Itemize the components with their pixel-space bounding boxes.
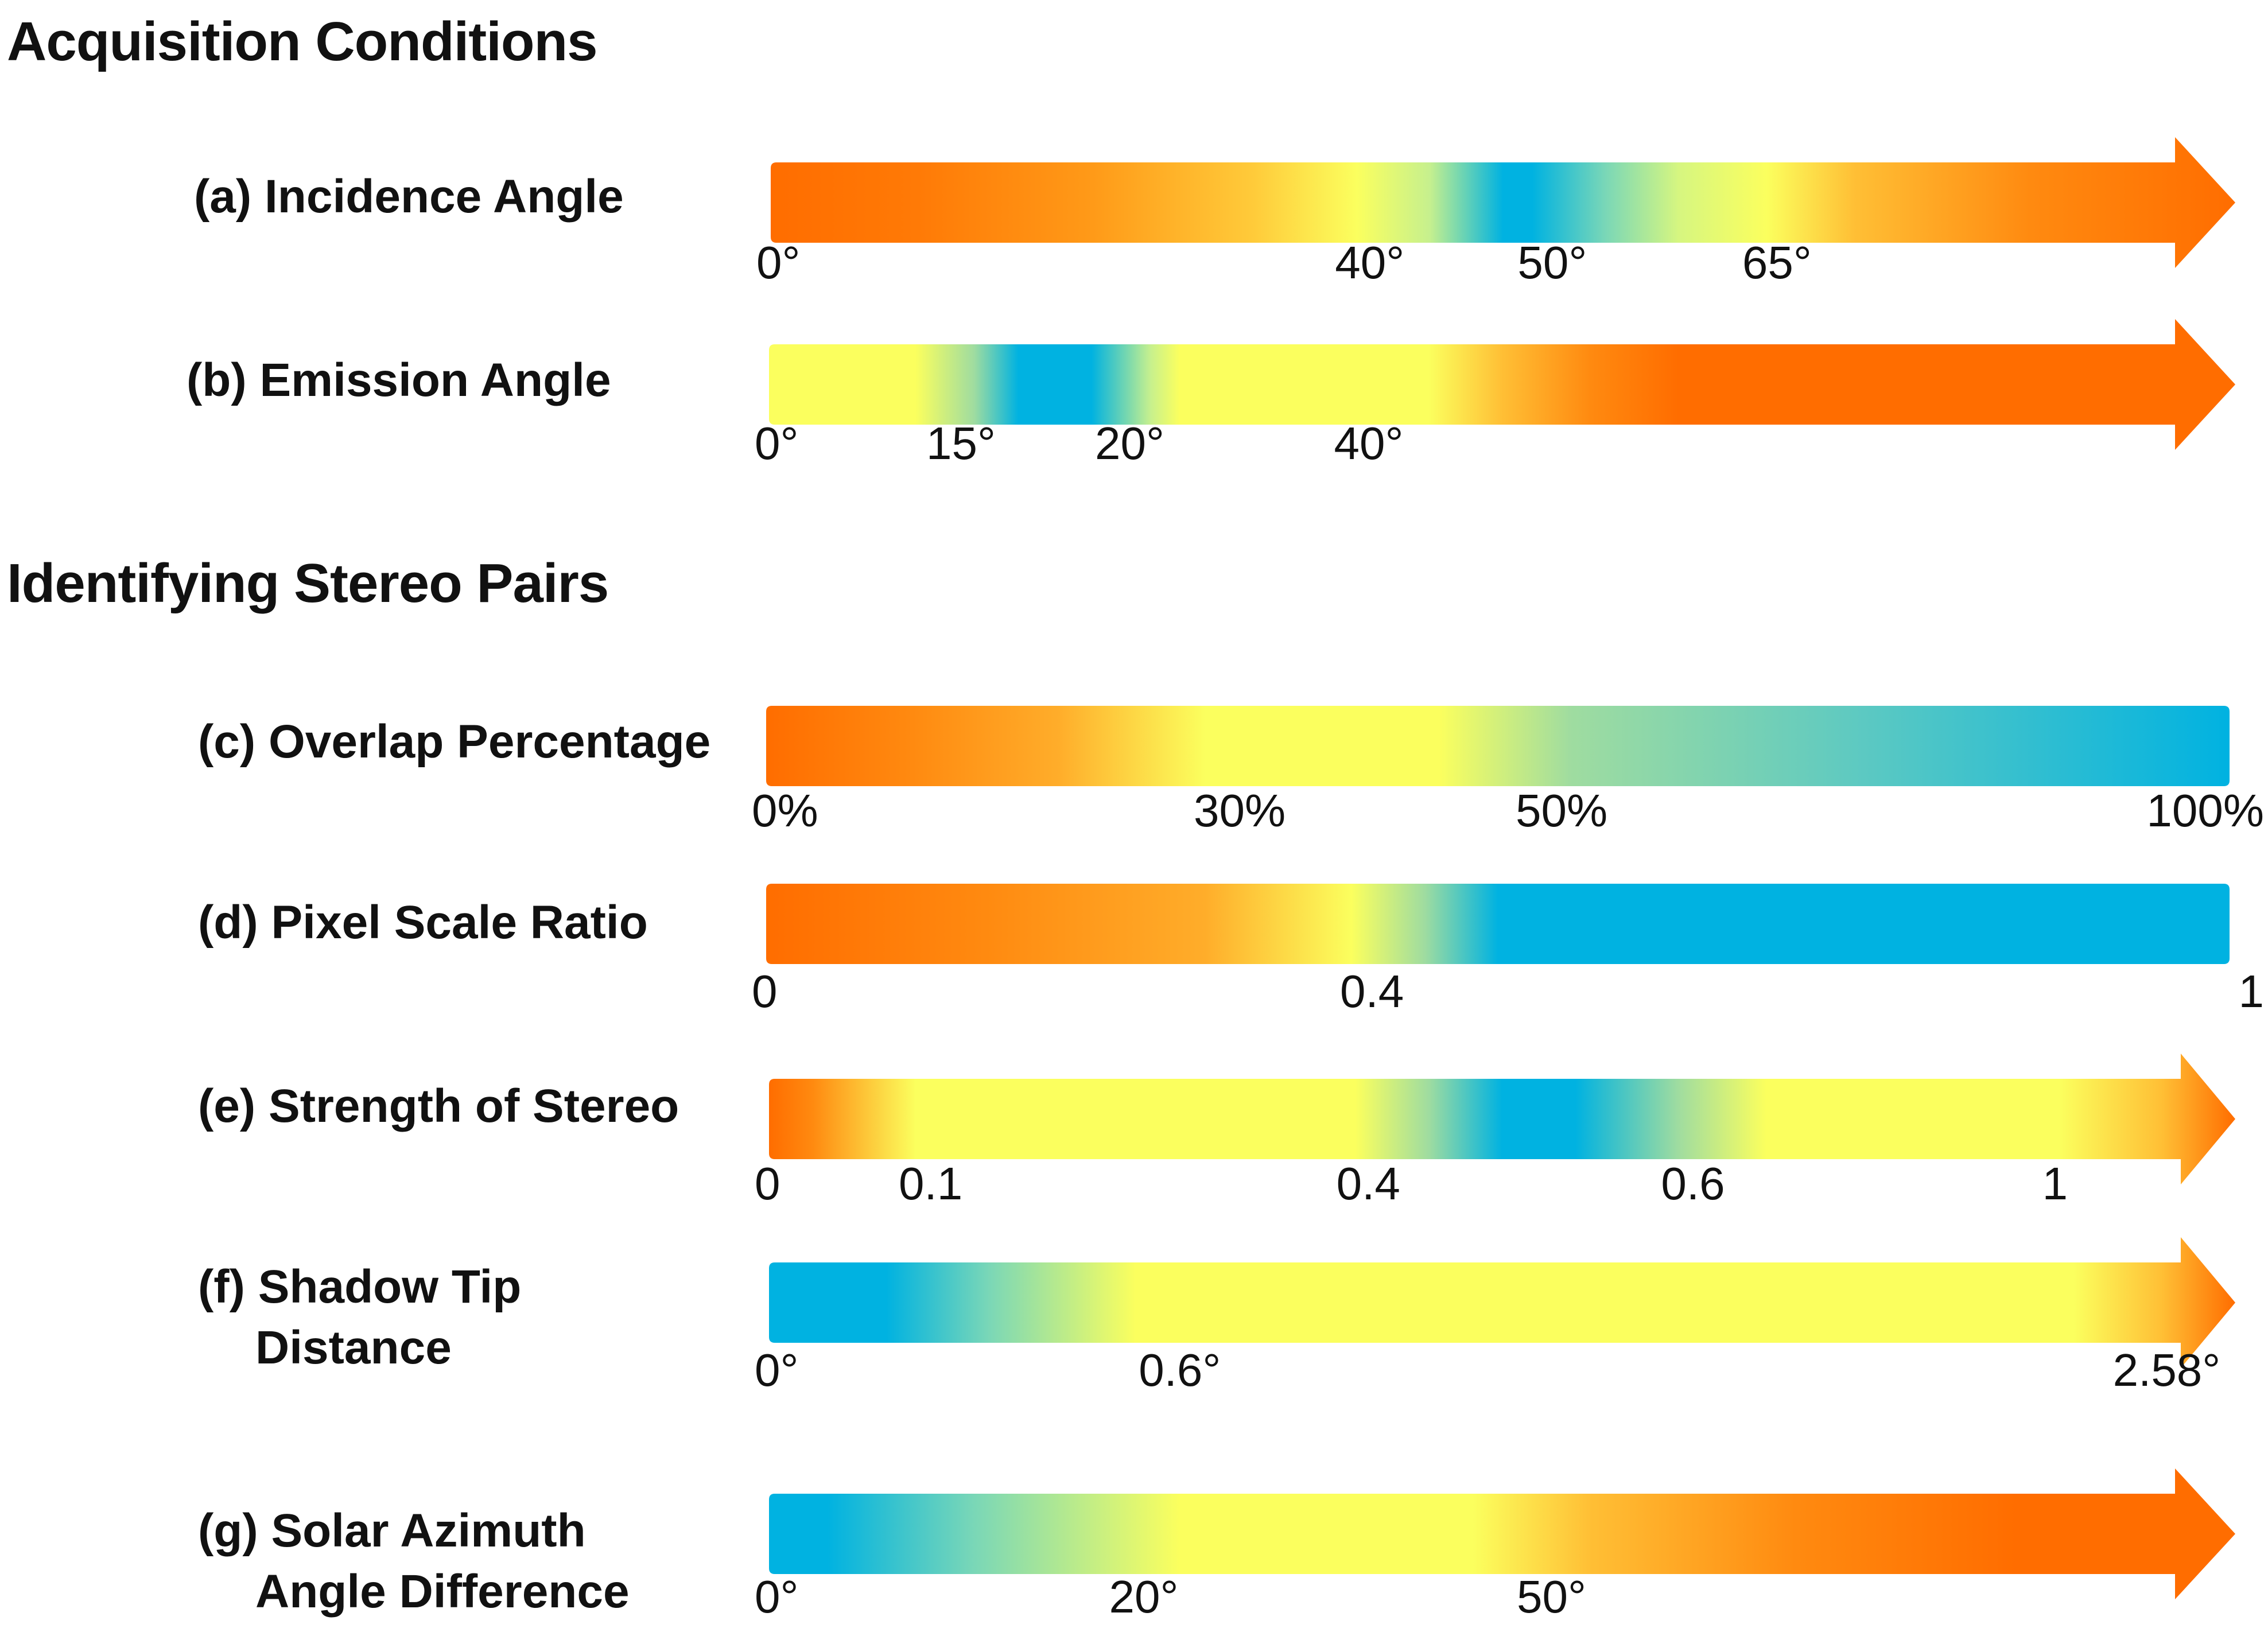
tick-label-g-0: 0° [755,1571,798,1622]
tick-label-f-1: 0.6° [1139,1345,1221,1396]
row-label-g: (g) Solar Azimuth Angle Difference [198,1501,630,1622]
gradient-arrow-g [769,1468,2235,1599]
row-label-d: (d) Pixel Scale Ratio [198,892,648,953]
gradient-arrow-a [771,137,2235,268]
gradient-arrow-e [769,1054,2235,1184]
tick-label-g-2: 50° [1517,1571,1586,1622]
tick-label-d-1: 0.4 [1340,966,1404,1017]
tick-label-g-1: 20° [1109,1571,1179,1622]
scale-row-g: 0° 20° 50° [755,1468,2235,1622]
scale-row-d: 0 0.4 1 [752,884,2264,1017]
acquisition-conditions-heading: Acquisition Conditions [7,11,598,72]
row-f-label-line-1: (f) Shadow Tip [198,1261,522,1313]
row-a-label-line-1: (a) Incidence Angle [194,170,624,223]
tick-label-b-0: 0° [755,418,798,469]
tick-label-e-3: 0.6 [1661,1158,1725,1209]
row-label-f: (f) Shadow Tip Distance [198,1257,521,1378]
tick-label-b-1: 15° [926,418,996,469]
scale-row-a: 0° 40° 50° 65° [756,137,2235,288]
row-label-b: (b) Emission Angle [187,350,611,411]
row-e-label-line-1: (e) Strength of Stereo [198,1080,679,1132]
row-g-label-line-1: (g) Solar Azimuth [198,1505,586,1557]
gradient-bar-d [766,884,2230,964]
tick-label-d-2: 1 [2239,966,2265,1017]
scale-row-c: 0% 30% 50% 100% [752,706,2264,836]
row-f-label-line-2: Distance [255,1322,452,1374]
tick-label-e-1: 0.1 [899,1158,962,1209]
gradient-arrow-f [769,1237,2235,1368]
tick-label-a-0: 0° [756,237,800,288]
row-c-label-line-1: (c) Overlap Percentage [198,716,711,768]
tick-label-c-0: 0% [752,785,818,836]
row-d-label-line-1: (d) Pixel Scale Ratio [198,896,648,949]
tick-label-a-1: 40° [1335,237,1404,288]
tick-label-a-2: 50° [1517,237,1587,288]
tick-label-b-3: 40° [1334,418,1404,469]
gradient-arrow-b [769,319,2235,450]
row-label-a: (a) Incidence Angle [194,166,624,227]
row-g-label-line-2: Angle Difference [255,1565,630,1618]
tick-label-f-2: 2.58° [2113,1345,2221,1396]
tick-label-a-3: 65° [1742,237,1812,288]
scale-row-e: 0 0.1 0.4 0.6 1 [755,1054,2235,1209]
tick-label-c-2: 50% [1516,785,1607,836]
scale-row-f: 0° 0.6° 2.58° [755,1237,2235,1396]
row-label-e: (e) Strength of Stereo [198,1076,679,1137]
scale-row-b: 0° 15° 20° 40° [755,319,2235,469]
tick-label-e-2: 0.4 [1337,1158,1400,1209]
tick-label-e-0: 0 [755,1158,780,1209]
tick-label-d-0: 0 [752,966,778,1017]
tick-label-b-2: 20° [1095,418,1164,469]
row-label-c: (c) Overlap Percentage [198,712,710,772]
row-b-label-line-1: (b) Emission Angle [187,354,611,406]
tick-label-c-3: 100% [2146,785,2264,836]
tick-label-e-4: 1 [2042,1158,2068,1209]
tick-label-c-1: 30% [1194,785,1286,836]
tick-label-f-0: 0° [755,1345,798,1396]
gradient-bar-c [766,706,2230,786]
identifying-stereo-pairs-heading: Identifying Stereo Pairs [7,553,609,614]
